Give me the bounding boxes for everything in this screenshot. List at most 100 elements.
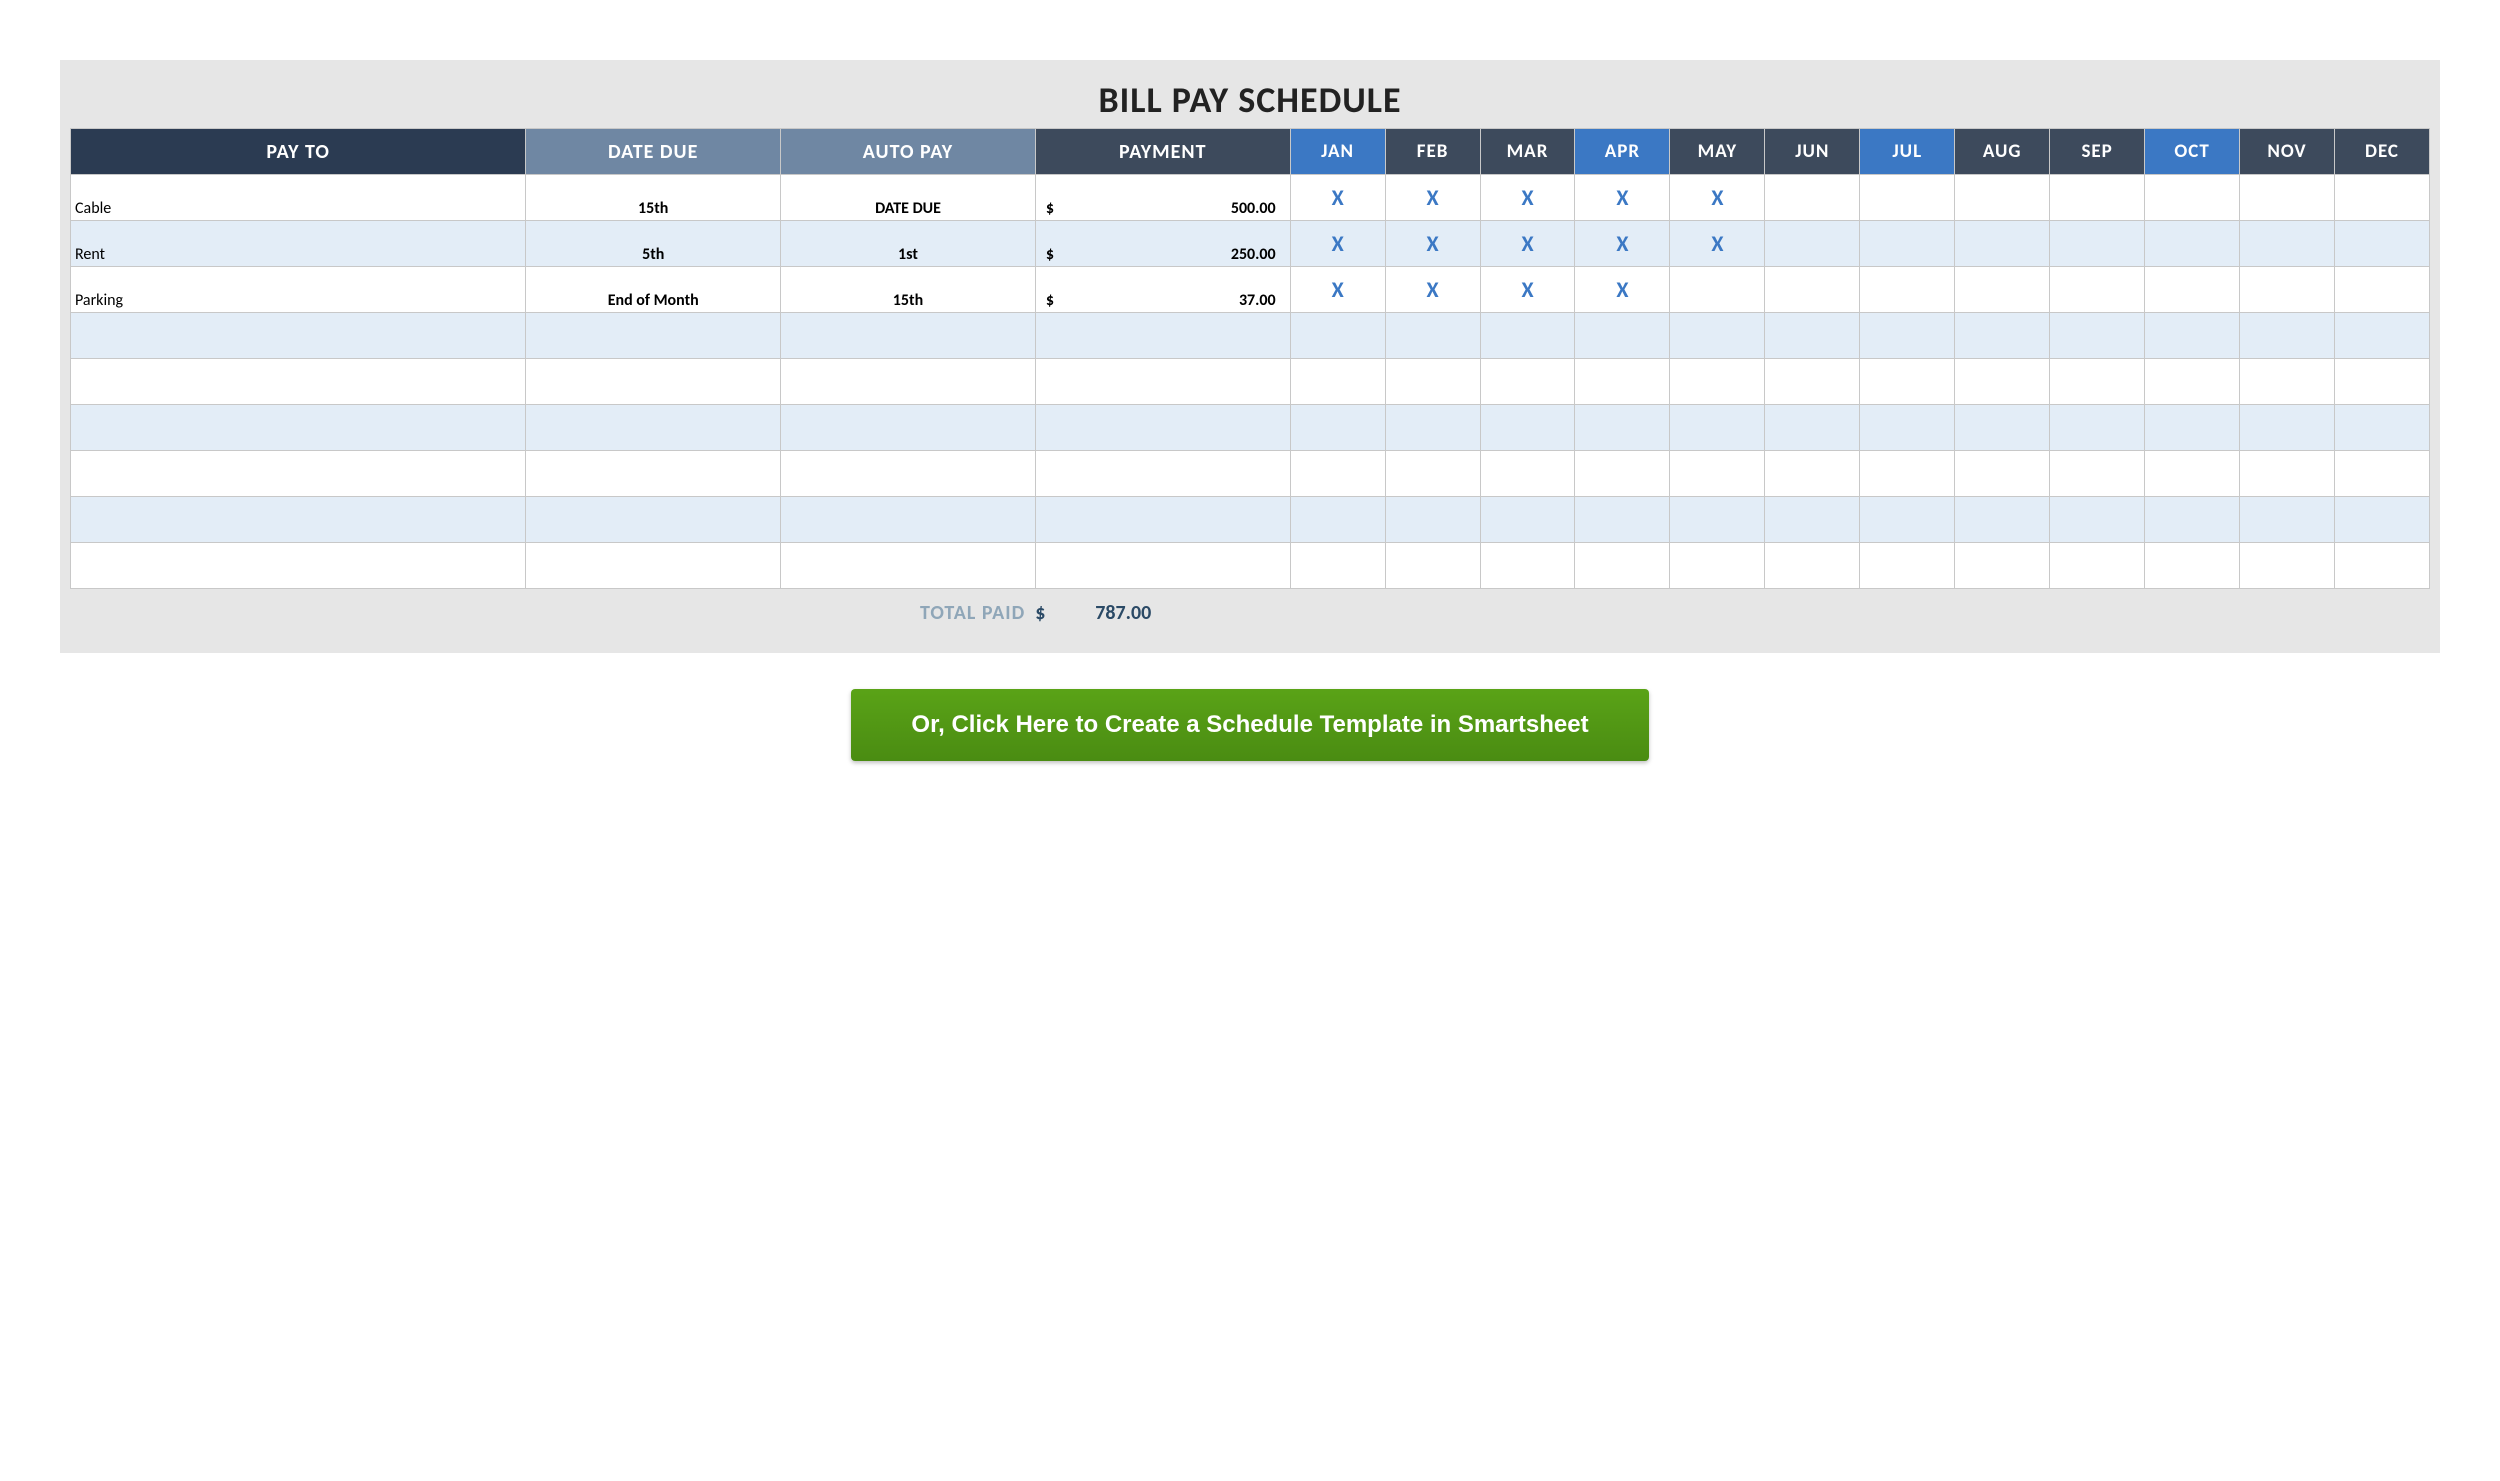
cell-payto[interactable]: Rent [71,221,526,267]
cell-payto[interactable] [71,359,526,405]
cell-month[interactable] [2240,405,2335,451]
cell-month[interactable] [1955,497,2050,543]
cell-autopay[interactable] [781,359,1036,405]
cell-month[interactable] [1385,451,1480,497]
cell-month[interactable] [2240,267,2335,313]
cell-month[interactable]: X [1385,175,1480,221]
cell-month[interactable] [1385,543,1480,589]
cell-month[interactable] [1480,405,1575,451]
cell-month[interactable]: X [1575,175,1670,221]
cell-month[interactable] [2334,451,2429,497]
cell-month[interactable] [1290,543,1385,589]
cell-month[interactable] [2050,543,2145,589]
cell-month[interactable] [2334,267,2429,313]
cell-datedue[interactable]: 5th [526,221,781,267]
cell-payto[interactable] [71,497,526,543]
cell-datedue[interactable] [526,359,781,405]
cell-month[interactable] [2240,175,2335,221]
cell-payment[interactable] [1035,313,1290,359]
cell-payment[interactable]: $250.00 [1035,221,1290,267]
cell-datedue[interactable] [526,497,781,543]
cell-datedue[interactable] [526,313,781,359]
cell-month[interactable] [1575,313,1670,359]
cell-month[interactable] [2240,313,2335,359]
cell-payment[interactable] [1035,451,1290,497]
cell-month[interactable] [2050,175,2145,221]
cell-month[interactable] [1575,543,1670,589]
cell-month[interactable] [2050,267,2145,313]
cell-month[interactable] [2240,451,2335,497]
cell-month[interactable] [1480,313,1575,359]
cell-payment[interactable] [1035,497,1290,543]
cell-month[interactable] [1765,313,1860,359]
cell-month[interactable] [1955,313,2050,359]
cell-month[interactable] [1290,405,1385,451]
cell-month[interactable] [2334,221,2429,267]
cell-month[interactable] [1575,359,1670,405]
cell-payto[interactable] [71,405,526,451]
cell-month[interactable] [1955,175,2050,221]
cell-month[interactable] [1480,451,1575,497]
cell-month[interactable] [1385,497,1480,543]
cell-month[interactable] [2334,497,2429,543]
cell-month[interactable] [2334,313,2429,359]
cell-month[interactable] [1670,405,1765,451]
cell-month[interactable]: X [1480,175,1575,221]
cell-month[interactable] [2145,543,2240,589]
cell-autopay[interactable] [781,497,1036,543]
cell-month[interactable] [2050,359,2145,405]
cell-month[interactable] [1955,267,2050,313]
cell-autopay[interactable]: 15th [781,267,1036,313]
cell-month[interactable] [2145,359,2240,405]
cell-month[interactable] [2145,313,2240,359]
cell-month[interactable]: X [1480,267,1575,313]
cell-datedue[interactable] [526,543,781,589]
cell-month[interactable] [1955,221,2050,267]
cell-month[interactable] [2334,359,2429,405]
cell-month[interactable] [1480,359,1575,405]
cell-month[interactable] [1670,267,1765,313]
cell-payto[interactable]: Parking [71,267,526,313]
cell-payment[interactable] [1035,359,1290,405]
cell-month[interactable] [2145,221,2240,267]
cell-month[interactable] [1290,313,1385,359]
cell-month[interactable] [2050,221,2145,267]
cell-month[interactable] [2145,405,2240,451]
cell-month[interactable]: X [1290,267,1385,313]
cell-month[interactable] [1765,543,1860,589]
cell-month[interactable] [1765,267,1860,313]
cell-month[interactable] [1765,175,1860,221]
cell-month[interactable] [1860,359,1955,405]
cell-month[interactable] [1955,543,2050,589]
cell-month[interactable] [2145,497,2240,543]
cell-month[interactable] [1575,497,1670,543]
cell-month[interactable] [1860,497,1955,543]
cell-datedue[interactable] [526,451,781,497]
cell-autopay[interactable] [781,405,1036,451]
cell-payment[interactable] [1035,405,1290,451]
cell-month[interactable] [1955,359,2050,405]
cell-month[interactable] [1480,497,1575,543]
cell-month[interactable] [1860,543,1955,589]
cell-month[interactable] [2334,175,2429,221]
cell-month[interactable] [1670,497,1765,543]
cell-month[interactable] [2240,497,2335,543]
cell-month[interactable] [2240,543,2335,589]
cell-month[interactable] [2050,497,2145,543]
cell-month[interactable]: X [1575,221,1670,267]
cell-month[interactable] [2334,405,2429,451]
cell-datedue[interactable]: End of Month [526,267,781,313]
cell-month[interactable] [1765,497,1860,543]
cell-month[interactable] [1385,405,1480,451]
cell-month[interactable] [1955,451,2050,497]
cell-month[interactable] [1290,359,1385,405]
cell-autopay[interactable] [781,451,1036,497]
cell-autopay[interactable]: DATE DUE [781,175,1036,221]
cell-month[interactable] [2145,451,2240,497]
cell-month[interactable] [1765,359,1860,405]
cell-month[interactable] [1290,451,1385,497]
cell-payment[interactable] [1035,543,1290,589]
cell-month[interactable] [1765,221,1860,267]
cell-payto[interactable] [71,543,526,589]
cell-month[interactable] [2145,267,2240,313]
